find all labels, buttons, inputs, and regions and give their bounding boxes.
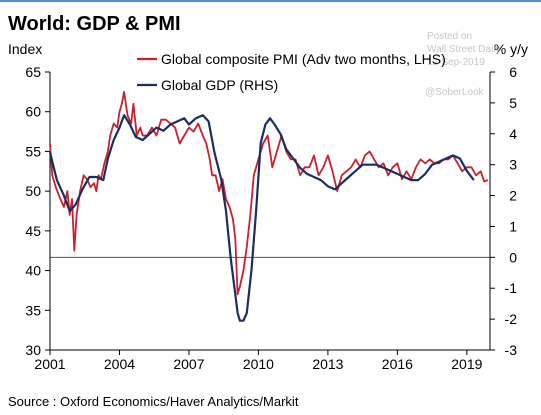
left-axis-tick-label: 40 xyxy=(25,263,41,279)
right-axis-tick-label: 1 xyxy=(509,218,517,234)
legend: Global composite PMI (Adv two months, LH… xyxy=(137,51,446,93)
x-axis-tick-label: 2016 xyxy=(382,356,413,372)
watermark-line-3: 12-Sep-2019 xyxy=(427,57,485,68)
x-axis-tick-label: 2004 xyxy=(104,356,135,372)
left-axis-tick-label: 65 xyxy=(25,64,41,80)
left-axis-tick-label: 30 xyxy=(25,342,41,358)
right-axis-tick-label: -3 xyxy=(505,342,518,358)
source-note: Source : Oxford Economics/Haver Analytic… xyxy=(8,394,299,409)
left-axis-tick-label: 60 xyxy=(25,104,41,120)
right-axis-tick-label: 0 xyxy=(509,249,517,265)
x-axis-tick-label: 2010 xyxy=(243,356,274,372)
legend-label-pmi: Global composite PMI (Adv two months, LH… xyxy=(161,51,446,67)
left-axis-tick-label: 45 xyxy=(25,223,41,239)
left-axis-tick-label: 35 xyxy=(25,302,41,318)
x-axis-tick-label: 2019 xyxy=(451,356,482,372)
right-axis-label: % y/y xyxy=(494,41,528,57)
right-axis-tick-label: 2 xyxy=(509,188,517,204)
right-axis-tick-label: 6 xyxy=(509,64,517,80)
watermark-line-4: @SoberLook xyxy=(425,87,485,98)
right-axis-tick-label: -2 xyxy=(505,311,518,327)
chart-title: World: GDP & PMI xyxy=(8,13,181,35)
left-axis-label: Index xyxy=(8,41,42,57)
right-axis-tick-label: 4 xyxy=(509,126,517,142)
watermark-line-1: Posted on xyxy=(427,31,472,42)
series-line-pmi xyxy=(49,91,489,296)
x-axis-tick-label: 2013 xyxy=(312,356,343,372)
watermark-line-2: Wall Street Daily xyxy=(427,44,501,55)
left-axis-tick-label: 50 xyxy=(25,183,41,199)
right-axis-tick-label: -1 xyxy=(505,280,518,296)
right-axis-tick-label: 3 xyxy=(509,157,517,173)
x-axis-tick-label: 2001 xyxy=(34,356,65,372)
x-axis-tick-label: 2007 xyxy=(173,356,204,372)
legend-label-gdp: Global GDP (RHS) xyxy=(161,77,278,93)
left-axis-tick-label: 55 xyxy=(25,143,41,159)
right-axis-tick-label: 5 xyxy=(509,95,517,111)
watermark: Posted on Wall Street Daily 12-Sep-2019 … xyxy=(425,31,501,98)
series-line-gdp xyxy=(48,114,475,322)
